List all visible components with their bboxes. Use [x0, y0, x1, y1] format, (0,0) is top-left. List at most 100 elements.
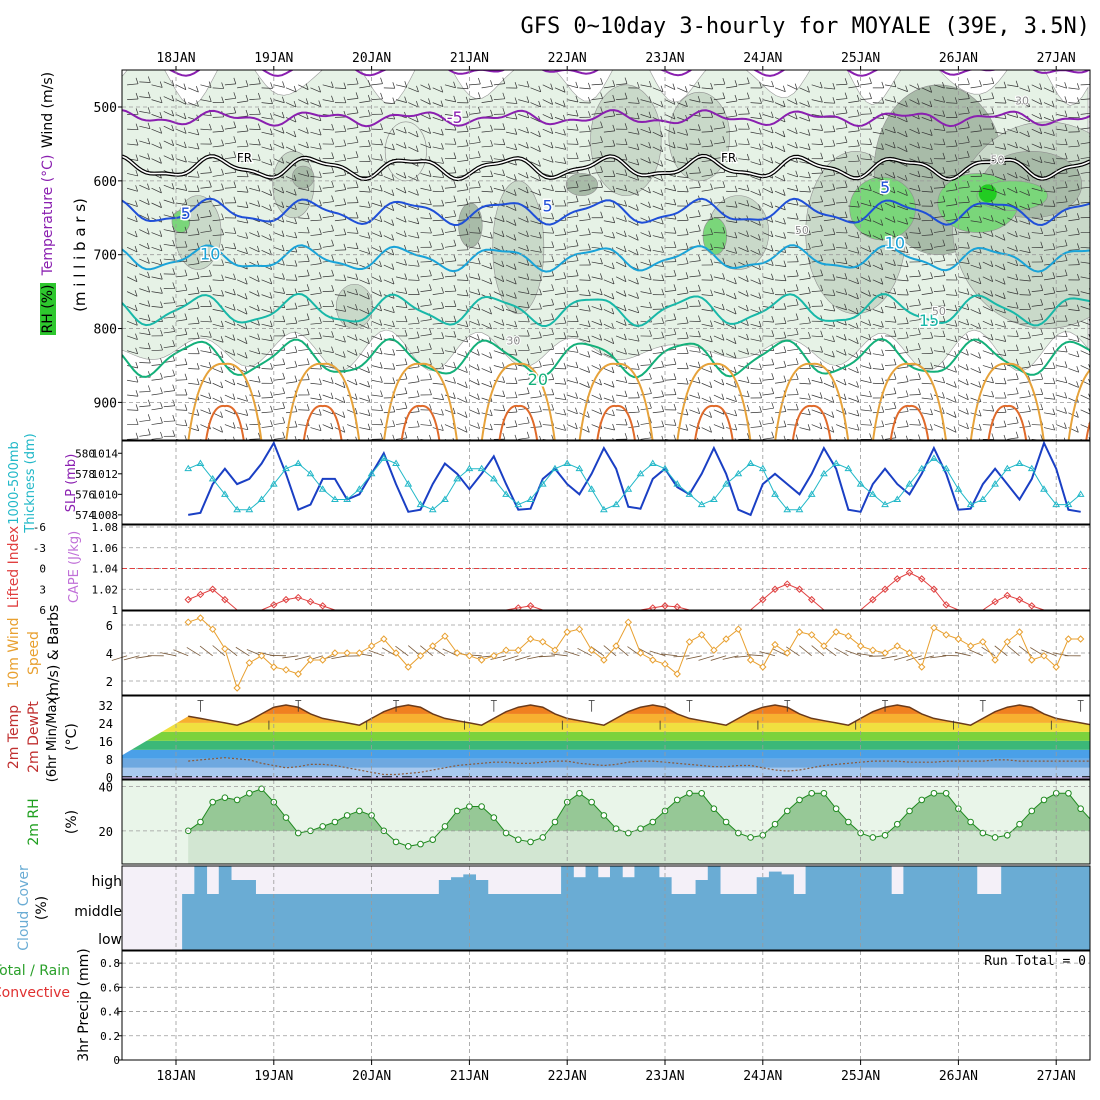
wind-barb — [1007, 143, 1018, 149]
wind-barb — [970, 279, 982, 285]
wind-barb — [477, 121, 481, 128]
wind-barb — [457, 442, 467, 447]
wind-barb — [624, 404, 628, 411]
wind-barb — [860, 143, 872, 145]
wind-barb — [1052, 408, 1056, 415]
wind-barb — [184, 226, 188, 233]
wind-barb — [403, 172, 407, 179]
wind-barb — [393, 449, 395, 455]
wind-barb — [868, 304, 871, 312]
wind-barb — [1068, 145, 1080, 148]
wind-barb — [762, 232, 774, 238]
wind-barb — [159, 230, 163, 237]
wind-barb — [306, 184, 310, 191]
wind-barb — [408, 381, 420, 384]
wind-barb — [139, 332, 151, 336]
cloud-bar — [842, 866, 855, 894]
wind-barb — [946, 249, 958, 251]
wind-barb — [869, 390, 872, 398]
wind-barb — [135, 200, 138, 207]
wind-barb — [897, 87, 908, 92]
wind-barb — [860, 424, 872, 426]
wind-barb — [1068, 309, 1080, 312]
wind-barb — [747, 447, 749, 453]
wind-barb — [245, 201, 249, 208]
wind-barb — [151, 349, 163, 352]
wind-barb — [893, 80, 897, 87]
wind-barb — [1015, 230, 1018, 238]
wind-barb — [787, 128, 798, 134]
wind-barb — [285, 264, 298, 267]
wind-barb — [285, 322, 298, 325]
wind-barb — [648, 186, 651, 194]
wind-barb — [359, 235, 371, 239]
wind-barb — [1003, 127, 1007, 135]
wind-barb — [710, 243, 713, 250]
wind-barb — [151, 276, 163, 280]
wind-barb — [918, 328, 921, 335]
wind-barb — [1003, 377, 1007, 385]
wind-barb — [762, 276, 774, 281]
wind-barb — [941, 407, 945, 414]
wind-barb — [453, 377, 456, 384]
wind-barb — [794, 112, 798, 120]
wind-barb — [942, 124, 946, 131]
wind-barb — [636, 306, 640, 313]
wind-barb — [930, 424, 933, 431]
wind-barb — [820, 330, 823, 337]
wind-barb — [371, 306, 382, 312]
wind-barb — [245, 109, 249, 117]
wind-barb — [982, 217, 994, 222]
wind-barb — [237, 382, 248, 388]
wind-barb — [701, 145, 713, 148]
wind-barb — [281, 244, 285, 252]
wind-barb — [249, 335, 260, 341]
wind-barb — [722, 273, 725, 280]
wind-barb — [147, 137, 151, 145]
wind-barb — [310, 442, 320, 446]
wind-barb — [713, 424, 725, 430]
wind-barb — [343, 96, 347, 103]
wind-barb — [612, 139, 616, 147]
wind-barb — [946, 174, 958, 177]
wind-barb — [674, 466, 676, 472]
wind-barb — [404, 96, 407, 103]
wind-barb — [970, 264, 982, 269]
wind-barb — [892, 230, 896, 238]
wind-barb — [868, 275, 871, 282]
wind-barb — [379, 275, 382, 282]
wind-barb — [980, 453, 982, 459]
wind-barb — [221, 274, 224, 281]
wind-barb — [392, 82, 396, 89]
wind-barb — [640, 378, 652, 381]
wind-barb — [506, 455, 517, 457]
wind-barb — [746, 376, 750, 383]
wind-barb — [750, 161, 762, 166]
wind-barb — [750, 426, 762, 428]
wind-barb — [677, 457, 687, 461]
wind-barb — [868, 245, 872, 252]
wind-barb — [175, 114, 187, 120]
lifted-segment — [921, 578, 935, 590]
wind-barb — [501, 275, 505, 282]
wind-barb — [347, 83, 359, 86]
wind-barb — [505, 190, 517, 196]
rh-point — [221, 794, 229, 801]
wind-barb — [244, 293, 248, 300]
wind-barb — [380, 92, 383, 99]
wind-barb — [490, 423, 493, 430]
wind-barb — [563, 316, 567, 324]
wind-barb — [295, 452, 297, 458]
wind-barb — [518, 437, 530, 440]
wind-barb — [237, 85, 249, 89]
wind-barb — [640, 158, 651, 164]
wind-barb — [946, 145, 958, 148]
wind-barb — [762, 114, 774, 119]
wind-barb — [697, 437, 699, 440]
wind-barb — [457, 427, 468, 433]
wind-barb — [404, 301, 408, 308]
wind-barb — [994, 323, 1006, 328]
wind-barb — [897, 146, 908, 153]
wind-barb — [750, 264, 761, 271]
wind-barb — [233, 273, 236, 280]
